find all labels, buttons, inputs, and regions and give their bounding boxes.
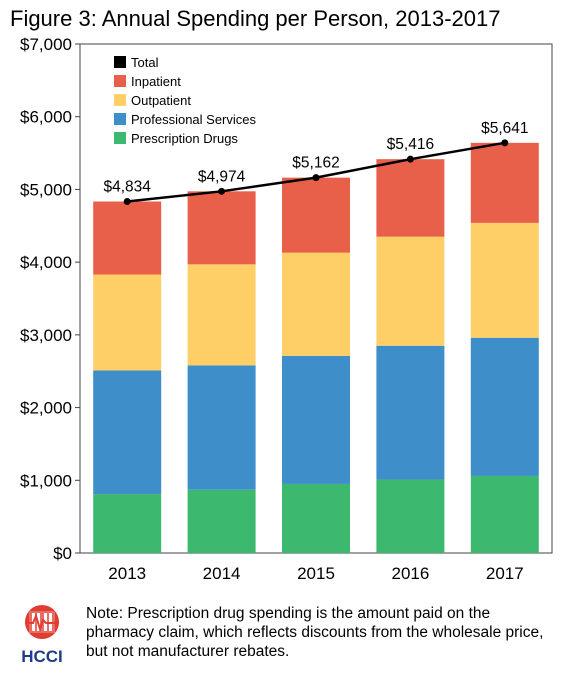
x-tick-label: 2017 bbox=[486, 564, 524, 583]
legend-swatch bbox=[114, 113, 126, 125]
y-tick-label: $5,000 bbox=[20, 180, 72, 199]
total-point bbox=[501, 139, 509, 147]
y-tick-label: $3,000 bbox=[20, 326, 72, 345]
total-label: $4,834 bbox=[103, 178, 151, 195]
bar-outpatient bbox=[470, 222, 539, 338]
footer: HCCI Note: Prescription drug spending is… bbox=[8, 596, 568, 671]
legend-swatch bbox=[114, 75, 126, 87]
legend-label: Professional Services bbox=[131, 112, 256, 127]
bar-outpatient bbox=[93, 274, 162, 371]
hcci-logo: HCCI bbox=[12, 602, 72, 666]
bar-prescription-drugs bbox=[187, 489, 256, 553]
y-tick-label: $4,000 bbox=[20, 253, 72, 272]
bar-inpatient bbox=[282, 177, 350, 253]
bar-inpatient bbox=[93, 201, 162, 275]
legend-swatch bbox=[114, 56, 126, 68]
bar-prescription-drugs bbox=[282, 483, 350, 553]
y-tick-label: $1,000 bbox=[20, 471, 72, 490]
x-tick-label: 2013 bbox=[108, 564, 146, 583]
total-point bbox=[312, 174, 320, 182]
total-point bbox=[218, 187, 226, 195]
y-tick-label: $7,000 bbox=[20, 35, 72, 54]
x-tick-label: 2014 bbox=[203, 564, 241, 583]
total-label: $5,162 bbox=[292, 155, 339, 172]
y-tick-label: $2,000 bbox=[20, 399, 72, 418]
total-point bbox=[406, 155, 414, 163]
bar-prescription-drugs bbox=[470, 475, 539, 553]
total-point bbox=[123, 197, 131, 205]
legend-label: Outpatient bbox=[131, 93, 191, 108]
total-label: $5,641 bbox=[481, 120, 528, 137]
bar-inpatient bbox=[376, 159, 445, 237]
bar-professional-services bbox=[376, 345, 445, 480]
bar-outpatient bbox=[376, 236, 445, 346]
hcci-heart-icon: HCCI bbox=[21, 605, 63, 666]
chart-title: Figure 3: Annual Spending per Person, 20… bbox=[10, 6, 501, 31]
stacked-bar-chart: $0 $1,000 $2,000 $3,000 $4,000 $5,000 $6,000 $7… bbox=[20, 35, 553, 583]
total-label: $4,974 bbox=[198, 168, 246, 185]
bar-inpatient bbox=[470, 142, 539, 223]
legend-swatch bbox=[114, 94, 126, 106]
legend-label: Prescription Drugs bbox=[131, 131, 238, 146]
bar-prescription-drugs bbox=[93, 494, 162, 553]
bar-outpatient bbox=[187, 264, 256, 366]
legend-label: Inpatient bbox=[131, 74, 181, 89]
bar-inpatient bbox=[187, 191, 256, 265]
bar-professional-services bbox=[93, 370, 162, 495]
x-tick-label: 2016 bbox=[391, 564, 429, 583]
footnote: Note: Prescription drug spending is the … bbox=[86, 605, 544, 660]
y-tick-label: $0 bbox=[53, 544, 72, 563]
x-tick-label: 2015 bbox=[297, 564, 335, 583]
bar-professional-services bbox=[470, 337, 539, 476]
total-label: $5,416 bbox=[387, 136, 434, 153]
y-tick-label: $6,000 bbox=[20, 108, 72, 127]
legend-label: Total bbox=[131, 55, 159, 70]
bar-professional-services bbox=[282, 355, 350, 484]
bar-outpatient bbox=[282, 252, 350, 356]
legend-swatch bbox=[114, 132, 126, 144]
logo-text: HCCI bbox=[21, 647, 63, 666]
bar-prescription-drugs bbox=[376, 479, 445, 553]
bar-professional-services bbox=[187, 365, 256, 490]
